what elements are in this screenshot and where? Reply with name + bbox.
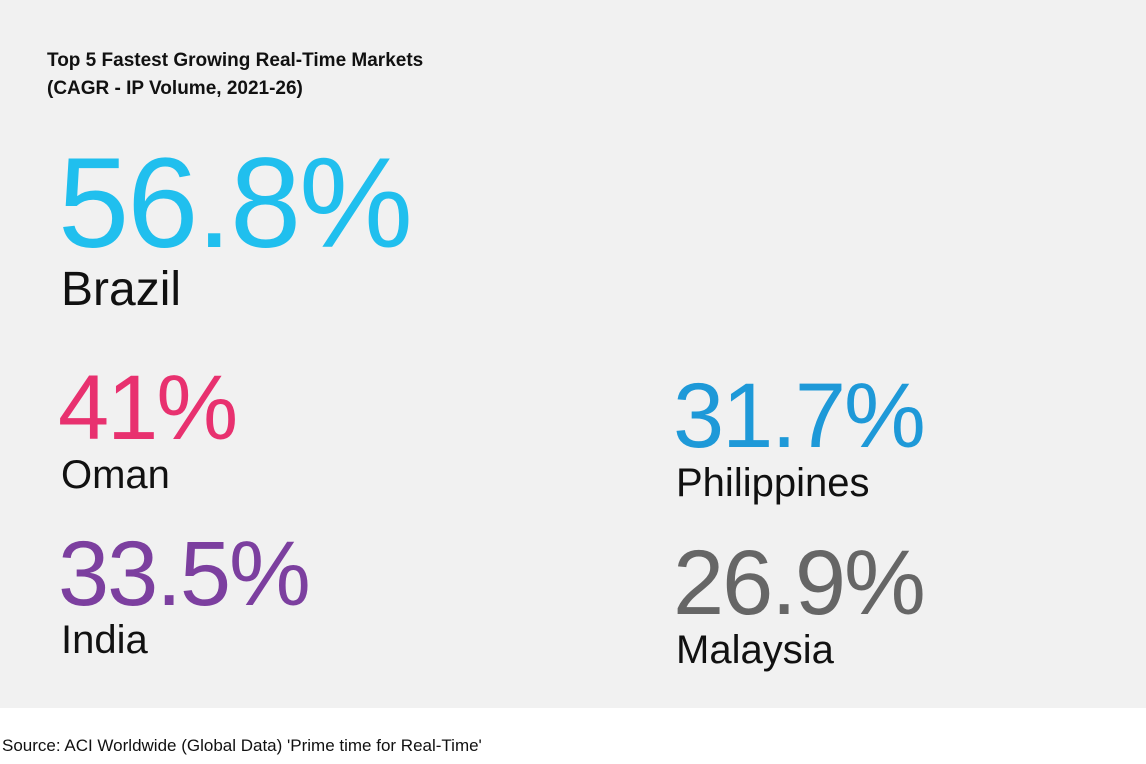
- stat-value: 31.7%: [673, 365, 926, 467]
- panel: Top 5 Fastest Growing Real-Time Markets …: [0, 0, 1146, 708]
- title-line: Top 5 Fastest Growing Real-Time Markets: [47, 50, 424, 71]
- title-line: (CAGR - IP Volume, 2021-26): [47, 78, 303, 99]
- stat-label: Malaysia: [676, 628, 834, 672]
- stat-label: India: [61, 618, 148, 662]
- stat-label: Oman: [61, 453, 170, 497]
- stat-value: 33.5%: [58, 523, 311, 625]
- stat-label: Philippines: [676, 461, 870, 505]
- stat-value: 26.9%: [673, 532, 926, 634]
- stat-value: 56.8%: [58, 132, 413, 275]
- source-note: Source: ACI Worldwide (Global Data) 'Pri…: [2, 736, 482, 755]
- stat-label: Brazil: [61, 263, 182, 316]
- stat-value: 41%: [58, 357, 238, 459]
